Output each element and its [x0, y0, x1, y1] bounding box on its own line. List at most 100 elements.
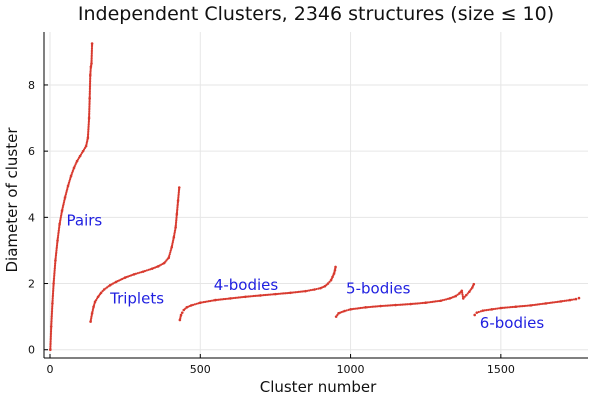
data-point — [85, 141, 88, 144]
data-point — [461, 297, 465, 300]
data-point — [529, 304, 533, 307]
data-point — [417, 302, 421, 305]
data-point — [518, 305, 521, 308]
data-point — [175, 212, 179, 216]
data-point — [304, 289, 307, 293]
data-point — [374, 305, 377, 308]
data-point — [343, 309, 346, 313]
data-point — [56, 236, 60, 239]
data-point — [279, 292, 282, 295]
data-point — [177, 196, 180, 199]
data-point — [492, 307, 495, 311]
data-point — [315, 287, 318, 291]
annotation-label: Triplets — [109, 289, 164, 307]
data-point — [99, 291, 103, 295]
data-point — [399, 303, 402, 306]
data-point — [487, 308, 490, 311]
data-point — [536, 303, 539, 306]
data-point — [179, 317, 182, 320]
data-point — [87, 120, 90, 123]
data-point — [193, 303, 196, 306]
data-point — [568, 298, 572, 302]
data-point — [177, 193, 180, 196]
data-point — [52, 290, 55, 293]
data-point — [145, 269, 148, 272]
data-point — [485, 309, 488, 312]
data-point — [54, 257, 57, 260]
data-point — [275, 292, 279, 296]
data-point — [202, 301, 205, 304]
data-point — [570, 298, 574, 301]
data-point — [73, 164, 76, 168]
data-point — [255, 294, 259, 297]
data-point — [260, 294, 264, 297]
data-point — [49, 337, 52, 340]
data-point — [71, 169, 74, 173]
data-point — [441, 299, 444, 302]
data-point — [89, 68, 92, 72]
data-point — [247, 295, 250, 298]
data-point — [175, 216, 178, 219]
data-point — [136, 272, 139, 275]
data-point — [168, 254, 171, 258]
data-point — [406, 303, 409, 306]
data-point — [53, 269, 56, 272]
data-point — [284, 292, 287, 295]
data-point — [177, 189, 181, 192]
data-point — [554, 300, 558, 304]
data-point — [345, 309, 348, 312]
data-point — [61, 207, 64, 211]
data-point — [334, 265, 337, 269]
data-point — [401, 303, 404, 306]
data-point — [88, 105, 91, 108]
data-point — [289, 291, 292, 295]
data-point — [479, 310, 482, 313]
data-point — [431, 300, 434, 303]
data-point — [463, 295, 466, 298]
data-point — [176, 207, 179, 211]
data-point — [553, 301, 556, 304]
data-point — [177, 186, 181, 189]
data-point — [64, 194, 67, 197]
data-point — [229, 297, 232, 300]
data-point — [356, 307, 359, 310]
data-point — [175, 219, 178, 222]
data-point — [334, 315, 338, 318]
data-point — [89, 318, 92, 322]
data-point — [65, 191, 68, 194]
data-point — [62, 204, 65, 207]
data-point — [326, 282, 330, 285]
data-point — [394, 303, 397, 307]
y-tick-label: 6 — [28, 145, 35, 158]
data-point — [88, 93, 91, 96]
data-point — [286, 291, 289, 295]
data-point — [64, 193, 67, 196]
data-point — [411, 302, 414, 306]
data-point — [175, 217, 178, 221]
data-point — [172, 239, 175, 242]
data-point — [277, 292, 280, 295]
data-point — [53, 265, 57, 269]
data-point — [86, 133, 90, 136]
data-point — [267, 293, 270, 296]
data-point — [65, 189, 68, 192]
data-point — [189, 304, 193, 307]
data-point — [90, 57, 93, 60]
data-point — [352, 307, 356, 311]
data-point — [168, 253, 171, 256]
data-point — [561, 300, 564, 303]
data-point — [50, 310, 54, 313]
x-tick-label: 500 — [190, 363, 211, 376]
data-point — [503, 306, 506, 309]
data-point — [82, 148, 86, 151]
data-point — [281, 292, 284, 295]
data-point — [55, 244, 59, 247]
data-point — [499, 306, 503, 310]
data-point — [456, 293, 459, 296]
data-point — [559, 300, 563, 303]
data-point — [90, 59, 93, 62]
x-tick-label: 1500 — [487, 363, 515, 376]
data-point — [61, 206, 64, 209]
data-point — [101, 290, 104, 293]
